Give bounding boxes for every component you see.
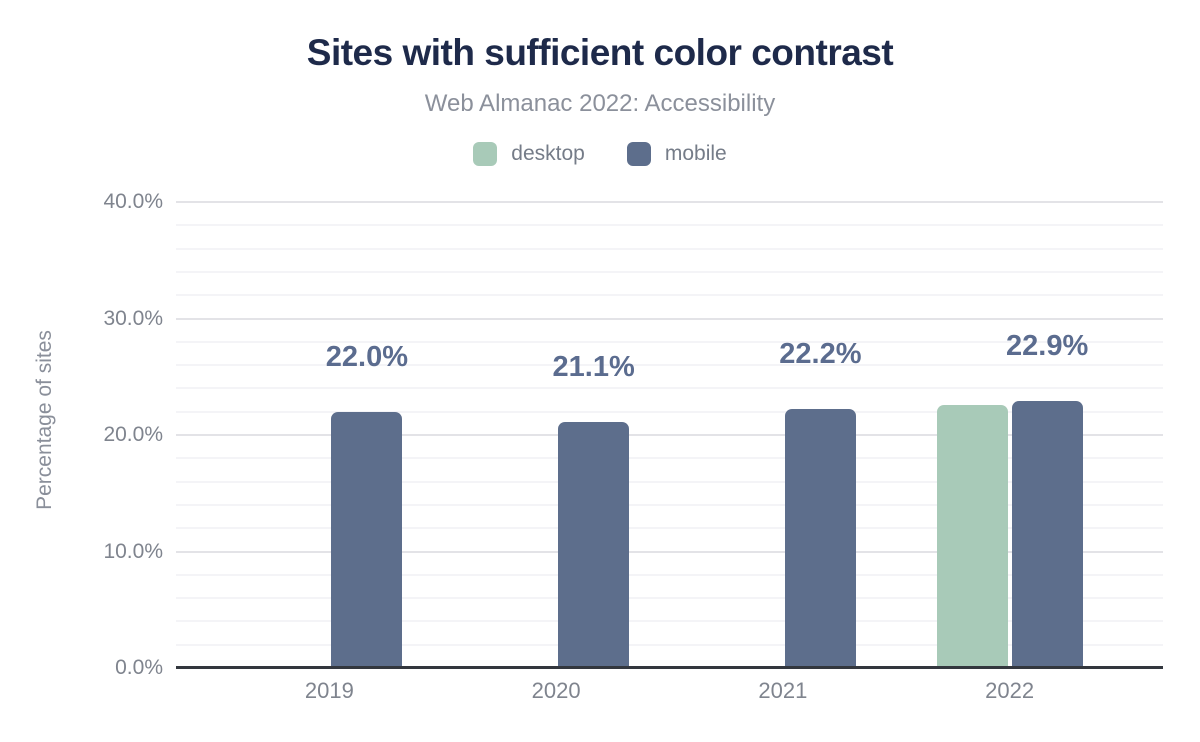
gridline-minor-12 [176,527,1163,530]
gridline-minor-34 [176,270,1163,273]
gridline-minor-38 [176,224,1163,227]
x-axis-tick-labels: 2019 2020 2021 2022 [176,678,1163,708]
gridline-minor-32 [176,294,1163,297]
bar-value-label-2022: 22.9% [1006,330,1089,363]
chart-subtitle: Web Almanac 2022: Accessibility [424,90,776,117]
x-tick-label-2021: 2021 [758,678,808,703]
gridline-minor-22 [176,410,1163,413]
bar-mobile-2022 [1011,401,1083,668]
y-axis-tick-labels: 0.0% 10.0% 20.0% 30.0% 40.0% [0,190,163,679]
bar-desktop-2022 [936,404,1008,668]
gridline-minor-8 [176,573,1163,576]
gridline-minor-18 [176,457,1163,460]
gridline-minor-14 [176,503,1163,506]
gridline-minor-16 [176,480,1163,483]
legend-label-mobile: mobile [664,142,727,165]
legend-swatch-desktop [473,142,498,166]
gridline-minor-4 [176,620,1163,623]
bar-value-label-2020: 21.1% [552,351,635,384]
chart-legend: desktop mobile [0,142,1200,166]
gridline-major-40 [176,201,1163,203]
bar-value-label-2019: 22.0% [325,340,408,373]
y-tick-label-40: 40.0% [103,190,163,213]
legend-swatch-mobile [626,142,651,166]
x-tick-label-2022: 2022 [985,678,1035,703]
gridline-minor-2 [176,643,1163,646]
gridline-minor-24 [176,387,1163,390]
x-tick-label-2019: 2019 [304,678,354,703]
chart-title: Sites with sufficient color contrast [306,32,894,73]
plot-area: 22.0% 21.1% 22.2% 22.9% [176,201,1163,669]
gridline-major-30 [176,317,1163,320]
bar-mobile-2019 [331,411,403,668]
gridline-minor-36 [176,247,1163,250]
y-tick-label-0: 0.0% [115,656,163,679]
y-tick-label-30: 30.0% [103,306,163,330]
gridline-major-20 [176,434,1163,436]
gridline-minor-26 [176,364,1163,367]
x-tick-label-2020: 2020 [531,678,581,703]
y-tick-label-20: 20.0% [103,423,163,446]
legend-item-desktop: desktop [473,142,585,166]
x-axis-line [176,666,1163,669]
y-tick-label-10: 10.0% [103,539,163,563]
bar-mobile-2020 [558,422,630,668]
legend-item-mobile: mobile [626,142,727,166]
bar-mobile-2021 [784,409,856,668]
legend-label-desktop: desktop [511,142,585,165]
gridline-major-10 [176,550,1163,553]
gridline-minor-6 [176,597,1163,600]
bar-value-label-2021: 22.2% [779,338,862,371]
gridline-minor-28 [176,340,1163,343]
